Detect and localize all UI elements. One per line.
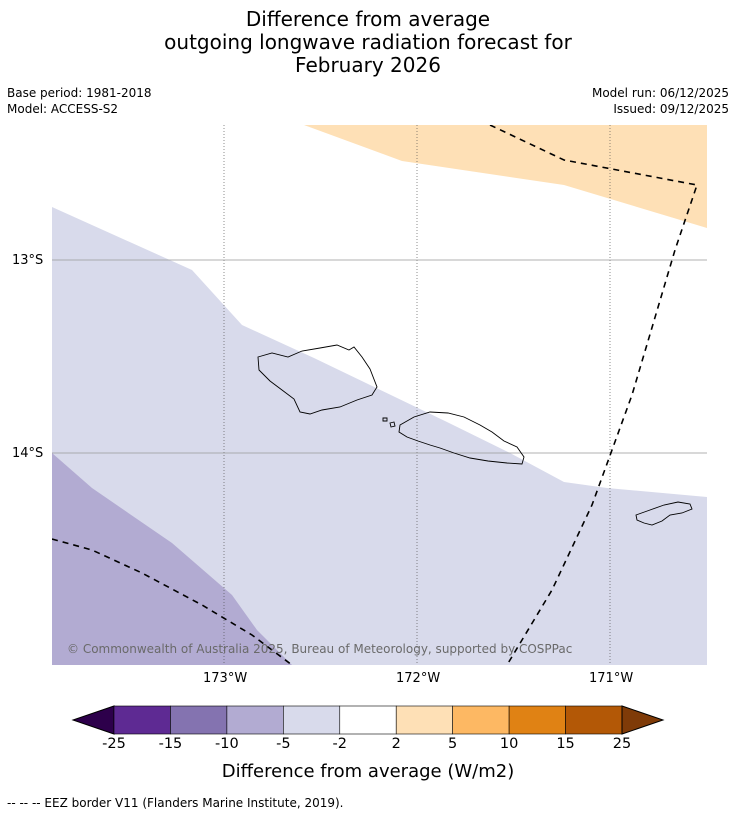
- island-upolu: [398, 411, 525, 465]
- colorbar-segment: [565, 705, 623, 735]
- colorbar-segment: [226, 705, 284, 735]
- colorbar-tick-label: 10: [499, 736, 519, 752]
- lat-label-14s: 14°S: [12, 446, 44, 461]
- base-period: Base period: 1981-2018: [7, 86, 152, 100]
- meta-right: Model run: 06/12/2025 Issued: 09/12/2025: [592, 85, 729, 117]
- region-negative-5-10: [52, 453, 292, 665]
- lon-label-173w: 173°W: [203, 671, 248, 686]
- meta-left: Base period: 1981-2018 Model: ACCESS-S2: [7, 85, 152, 117]
- colorbar-tick-label: -25: [102, 736, 126, 752]
- chart-title: Difference from average outgoing longwav…: [0, 8, 736, 77]
- colorbar-extend-low: [71, 705, 115, 735]
- lat-label-13s: 13°S: [12, 253, 44, 268]
- title-line-3: February 2026: [295, 53, 441, 77]
- colorbar-tick-label: -10: [215, 736, 239, 752]
- colorbar-segment: [170, 705, 228, 735]
- island-savaii: [257, 344, 378, 415]
- model-run: Model run: 06/12/2025: [591, 86, 729, 100]
- colorbar-tick-label: -5: [276, 736, 291, 752]
- colorbar: [71, 705, 665, 735]
- copyright-text: © Commonwealth of Australia 2025, Bureau…: [67, 642, 572, 656]
- colorbar-tick-label: 5: [448, 736, 458, 752]
- region-negative-2-5: [52, 207, 707, 665]
- colorbar-tick-label: 25: [612, 736, 632, 752]
- colorbar-segment: [452, 705, 510, 735]
- eez-border-east: [489, 125, 699, 665]
- parallel-lines: [52, 259, 707, 454]
- lon-label-171w: 171°W: [589, 671, 634, 686]
- colorbar-segment: [508, 705, 566, 735]
- model-name: Model: ACCESS-S2: [7, 102, 119, 116]
- title-line-2: outgoing longwave radiation forecast for: [164, 30, 572, 54]
- island-tutuila: [635, 501, 693, 526]
- colorbar-segment: [283, 705, 341, 735]
- colorbar-segment: [113, 705, 171, 735]
- coastlines: [257, 344, 693, 526]
- issued-date: Issued: 09/12/2025: [613, 102, 729, 116]
- colorbar-tick-label: 2: [391, 736, 401, 752]
- island-apolima: [382, 417, 388, 422]
- eez-footnote: -- -- -- EEZ border V11 (Flanders Marine…: [7, 796, 344, 810]
- colorbar-tick-label: 15: [556, 736, 575, 752]
- colorbar-extend-high: [621, 705, 665, 735]
- map-panel: © Commonwealth of Australia 2025, Bureau…: [52, 125, 707, 665]
- colorbar-segment: [339, 705, 397, 735]
- eez-borders: [52, 125, 699, 665]
- colorbar-tick-label: -2: [332, 736, 347, 752]
- eez-border-southwest: [52, 538, 293, 665]
- island-manono: [389, 421, 396, 428]
- colorbar-tick-label: -15: [158, 736, 183, 752]
- meridian-lines: [223, 125, 611, 665]
- lon-label-172w: 172°W: [396, 671, 441, 686]
- colorbar-label: Difference from average (W/m2): [221, 761, 515, 782]
- colorbar-segment: [395, 705, 453, 735]
- region-positive-2-5: [304, 125, 707, 228]
- title-line-1: Difference from average: [245, 7, 491, 31]
